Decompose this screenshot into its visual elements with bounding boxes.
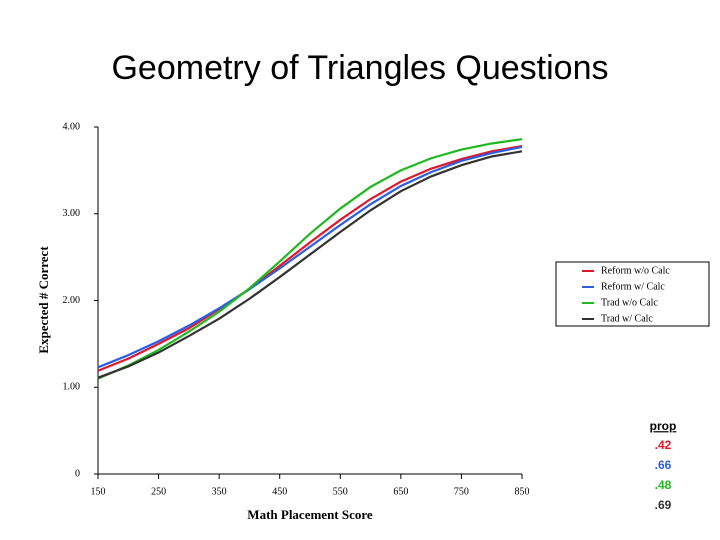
y-tick-label: 4.00 [63,121,81,132]
prop-value: .69 [655,498,672,512]
legend-label: Trad w/o Calc [601,297,658,308]
x-tick-label: 550 [333,486,348,497]
legend-label: Reform w/ Calc [601,281,665,292]
x-tick-label: 750 [454,486,469,497]
y-tick-label: 2.00 [63,295,81,306]
y-tick-label: 0 [75,468,80,479]
prop-header: prop [650,419,677,433]
prop-value: .66 [655,458,672,472]
y-axis-title: Expected # Correct [36,246,51,354]
x-tick-label: 350 [212,486,227,497]
x-tick-label: 450 [272,486,287,497]
y-tick-label: 1.00 [63,382,81,393]
series-line [97,145,523,372]
prop-value: .48 [655,478,672,492]
x-tick-label: 650 [393,486,408,497]
series-line [97,138,523,380]
prop-value: .42 [655,438,672,452]
chart-title: Geometry of Triangles Questions [111,49,608,87]
legend-label: Trad w/ Calc [601,313,653,324]
legend-label: Reform w/o Calc [601,265,670,276]
series-line [97,150,523,379]
x-tick-label: 150 [91,486,106,497]
x-tick-label: 850 [515,486,530,497]
series-line [97,145,523,369]
legend-box [555,261,710,327]
x-axis-title: Math Placement Score [247,507,373,522]
y-tick-label: 3.00 [63,208,81,219]
x-tick-label: 250 [151,486,166,497]
